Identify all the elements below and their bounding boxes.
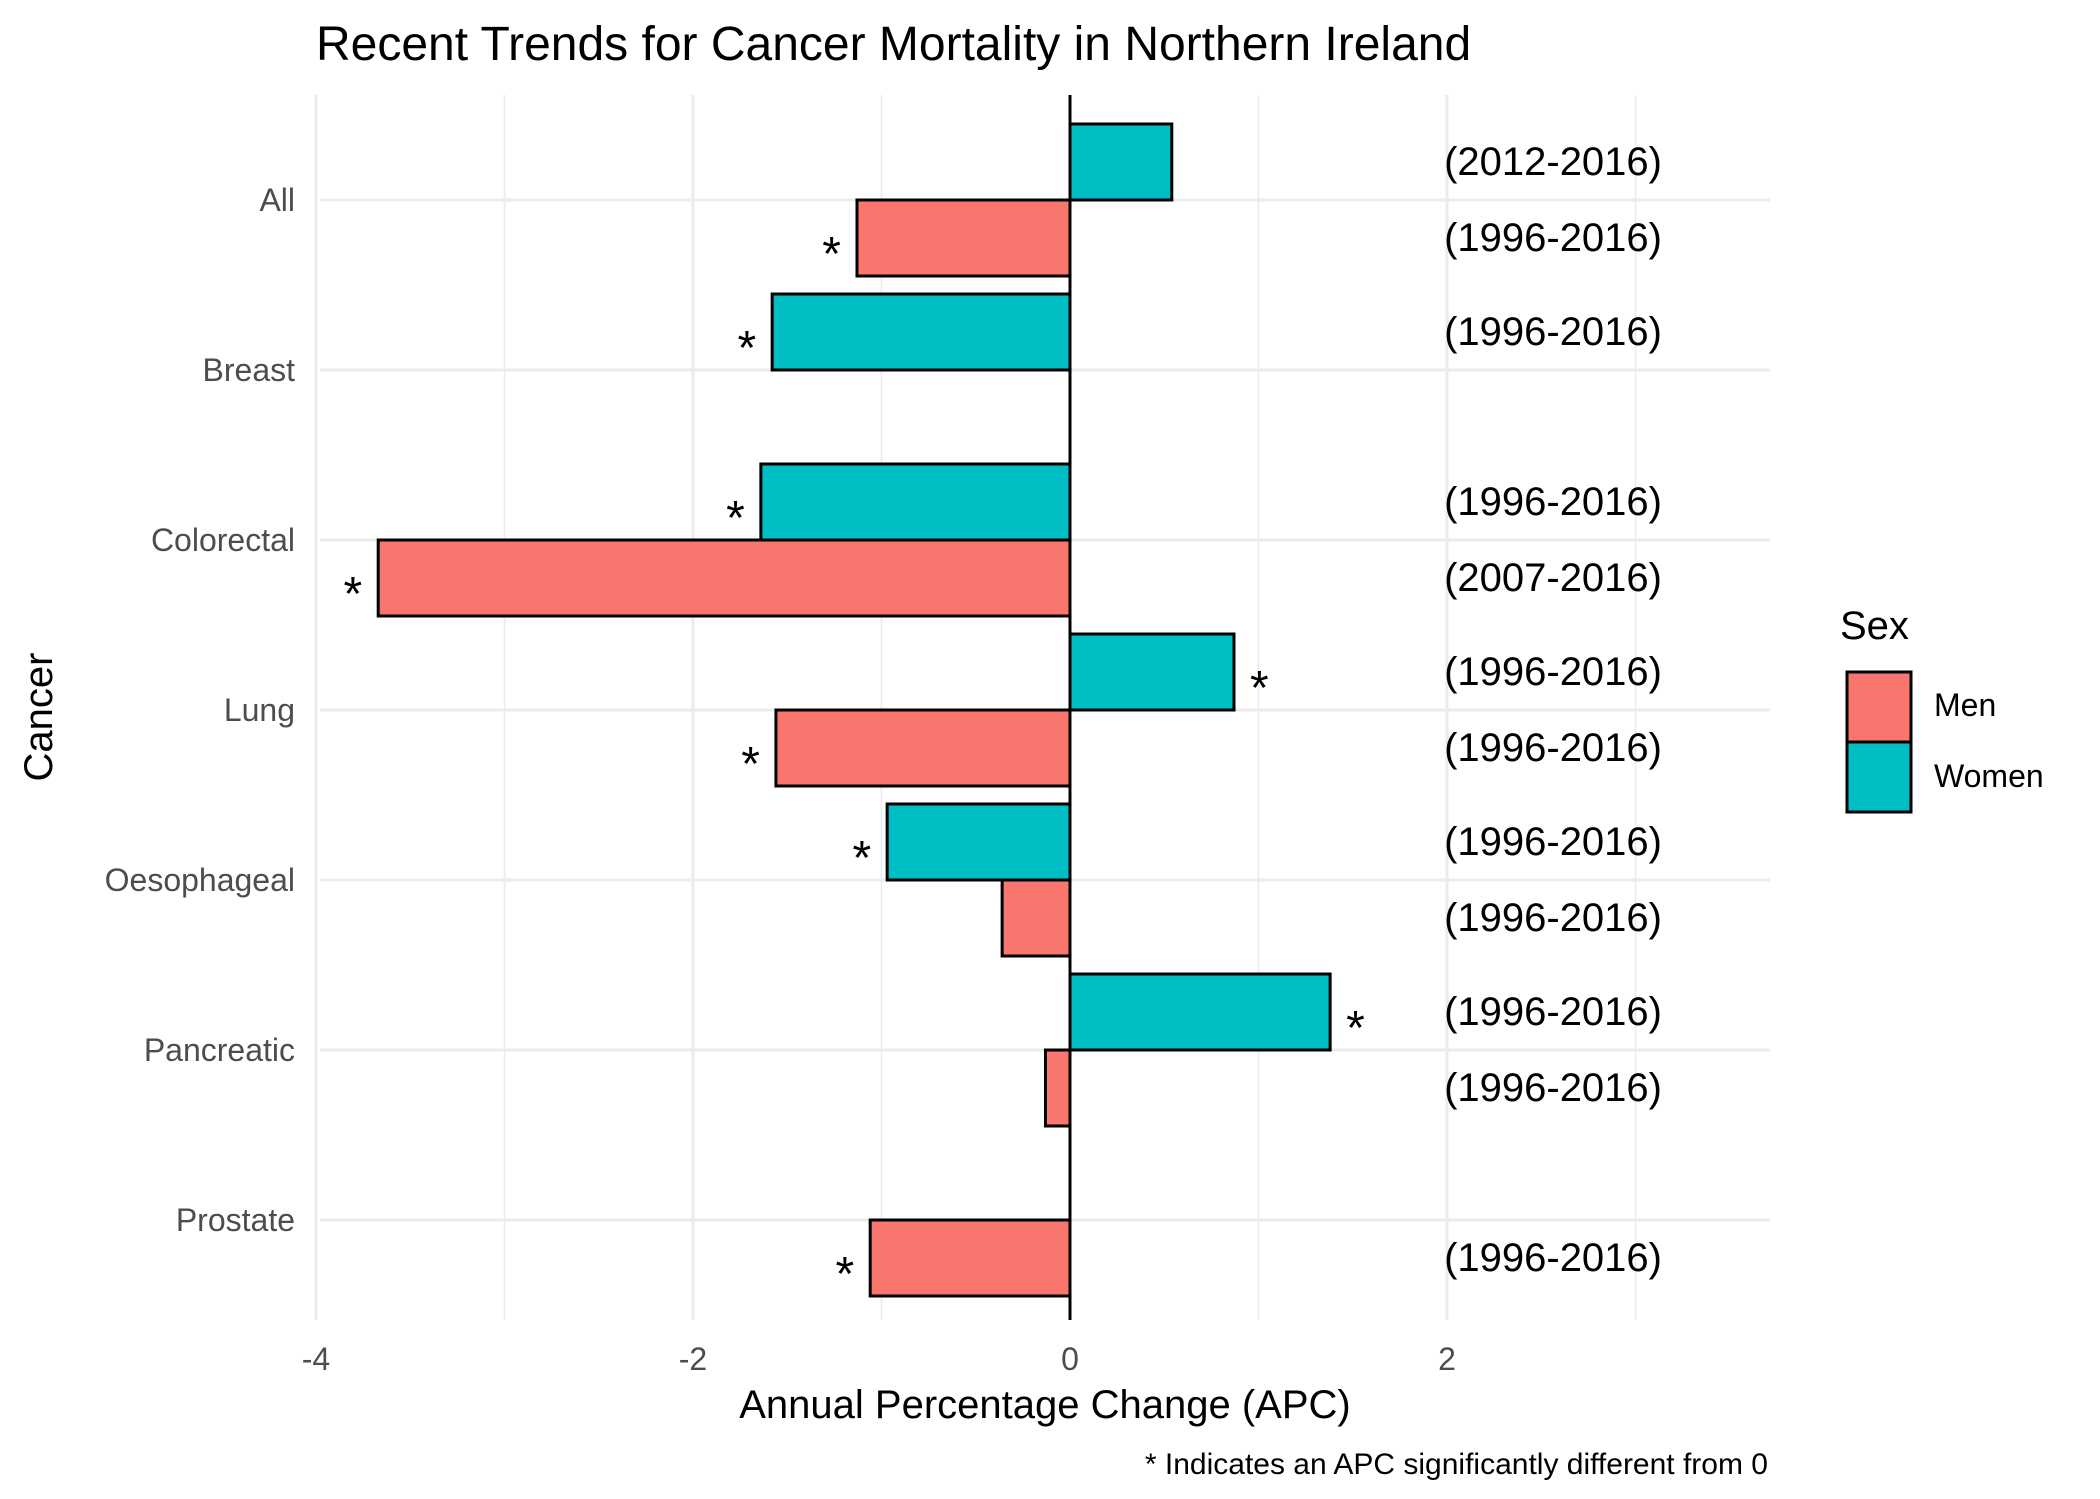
bar-women-colorectal (759, 462, 1072, 542)
x-tick-label: -4 (302, 1341, 330, 1377)
significance-marker: * (344, 568, 363, 621)
bar-men-all (855, 198, 1072, 278)
bar-women-oesophageal (885, 802, 1072, 882)
significance-marker: * (737, 322, 756, 375)
bar-women-all (1068, 122, 1174, 202)
period-label: (1996-2016) (1444, 1066, 1662, 1110)
legend: Sex Men Women (1840, 604, 2044, 814)
chart-title: Recent Trends for Cancer Mortality in No… (316, 18, 1471, 71)
bar-men-colorectal (376, 538, 1072, 618)
significance-marker: * (836, 1248, 855, 1301)
significance-marker: * (852, 832, 871, 885)
y-tick-label: Pancreatic (144, 1032, 295, 1068)
period-label: (1996-2016) (1444, 990, 1662, 1034)
bar-men-pancreatic (1043, 1048, 1072, 1128)
period-label: (1996-2016) (1444, 896, 1662, 940)
period-label: (1996-2016) (1444, 310, 1662, 354)
period-label: (1996-2016) (1444, 216, 1662, 260)
legend-swatch-women (1845, 740, 1913, 814)
bar-women-breast (770, 292, 1072, 372)
legend-title: Sex (1840, 604, 1909, 648)
bar-men-oesophageal (1000, 878, 1072, 958)
y-tick-label: Colorectal (151, 522, 295, 558)
bar-women-lung (1068, 632, 1236, 712)
grid-layer (314, 95, 1770, 1320)
bar-men-prostate (868, 1218, 1072, 1298)
labels-layer: All Breast Colorectal Lung Oesophageal Pancre… (105, 140, 1662, 1377)
x-tick-label: -2 (679, 1341, 707, 1377)
y-tick-label: Lung (224, 692, 295, 728)
footnote: * Indicates an APC significantly differe… (1145, 1448, 1768, 1481)
period-label: (1996-2016) (1444, 820, 1662, 864)
legend-swatch-men (1845, 670, 1913, 744)
x-tick-label: 0 (1061, 1341, 1079, 1377)
legend-label-men: Men (1934, 687, 1996, 723)
significance-marker: * (741, 738, 760, 791)
y-tick-label: Breast (203, 352, 296, 388)
x-axis-label: Annual Percentage Change (APC) (739, 1383, 1350, 1427)
period-label: (1996-2016) (1444, 480, 1662, 524)
y-tick-label: All (259, 182, 295, 218)
x-tick-label: 2 (1438, 1341, 1456, 1377)
significance-marker: * (1250, 662, 1269, 715)
y-axis-label: Cancer (17, 653, 61, 782)
y-tick-label: Oesophageal (105, 862, 295, 898)
period-label: (1996-2016) (1444, 726, 1662, 770)
period-label: (2012-2016) (1444, 140, 1662, 184)
period-label: (2007-2016) (1444, 556, 1662, 600)
legend-label-women: Women (1934, 758, 2044, 794)
significance-marker: * (1346, 1002, 1365, 1055)
significance-marker: * (822, 228, 841, 281)
significance-marker: * (726, 492, 745, 545)
period-label: (1996-2016) (1444, 1236, 1662, 1280)
period-label: (1996-2016) (1444, 650, 1662, 694)
y-tick-label: Prostate (176, 1202, 295, 1238)
bar-men-lung (774, 708, 1072, 788)
bar-women-pancreatic (1068, 972, 1332, 1052)
